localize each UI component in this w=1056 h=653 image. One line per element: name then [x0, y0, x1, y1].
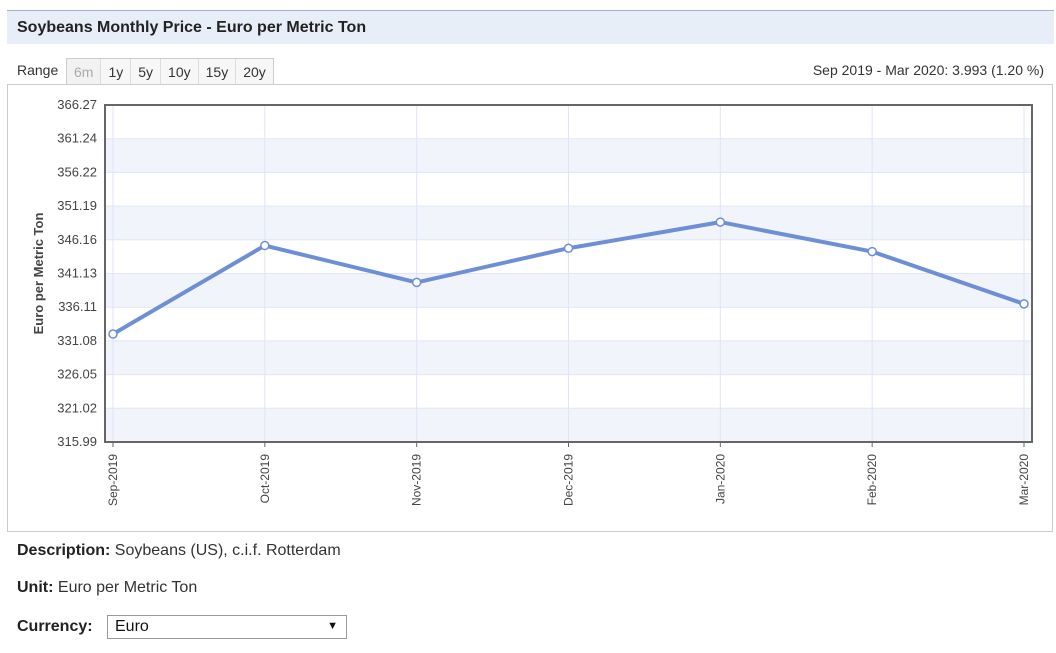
range-button-20y[interactable]: 20y: [236, 59, 273, 85]
currency-label: Currency:: [17, 618, 93, 635]
x-tick-label: Jan-2020: [713, 454, 727, 504]
range-button-6m: 6m: [67, 59, 102, 85]
range-button-1y[interactable]: 1y: [101, 59, 132, 85]
data-point: [563, 243, 574, 253]
unit-label: Unit:: [17, 579, 54, 596]
x-tick-label: Mar-2020: [1017, 454, 1031, 506]
range-button-15y[interactable]: 15y: [198, 59, 237, 85]
line-chart: 366.27 361.24 356.22 351.19 346.16 341.13 336.…: [31, 97, 1033, 506]
range-buttons: 6m 1y 5y 10y 15y 20y: [66, 58, 274, 85]
currency-selected-value: Euro: [115, 618, 149, 635]
description-row: Description: Soybeans (US), c.i.f. Rotte…: [17, 542, 341, 560]
currency-select[interactable]: Euro ▼: [107, 615, 347, 639]
description-value: Soybeans (US), c.i.f. Rotterdam: [114, 542, 341, 559]
x-tick-label: Dec-2019: [562, 454, 576, 506]
page-title: Soybeans Monthly Price - Euro per Metric…: [17, 19, 367, 36]
x-tick-label: Sep-2019: [106, 454, 120, 506]
y-tick-label: 356.22: [57, 164, 97, 179]
change-summary: Sep 2019 - Mar 2020: 3.993 (1.20 %): [812, 62, 1044, 78]
y-tick-label: 326.05: [57, 367, 97, 382]
unit-value: Euro per Metric Ton: [57, 579, 198, 596]
data-point: [715, 217, 726, 227]
dropdown-arrow-icon: ▼: [327, 620, 338, 632]
y-tick-label: 331.08: [57, 333, 97, 348]
currency-row: Currency:: [17, 618, 93, 636]
data-point: [108, 329, 118, 339]
y-tick-label: 346.16: [57, 232, 97, 247]
y-tick-label: 361.24: [57, 131, 97, 146]
unit-row: Unit: Euro per Metric Ton: [17, 579, 197, 597]
y-tick-label: 341.13: [57, 266, 97, 281]
chart-container: 366.27 361.24 356.22 351.19 346.16 341.13 336.…: [7, 84, 1053, 532]
title-bar: Soybeans Monthly Price - Euro per Metric…: [7, 10, 1054, 44]
range-label: Range: [17, 62, 59, 78]
range-button-10y[interactable]: 10y: [161, 59, 199, 85]
y-tick-label: 351.19: [57, 198, 97, 213]
y-tick-label: 321.02: [57, 400, 97, 415]
y-tick-label: 366.27: [57, 97, 97, 112]
data-point: [411, 277, 422, 288]
y-tick-label: 315.99: [57, 434, 97, 449]
data-point: [260, 240, 270, 251]
data-point: [1019, 299, 1029, 309]
x-tick-label: Nov-2019: [410, 454, 424, 506]
description-label: Description:: [17, 542, 111, 559]
y-tick-label: 336.11: [58, 299, 97, 314]
y-axis-label: Euro per Metric Ton: [31, 213, 46, 335]
x-tick-label: Oct-2019: [258, 454, 272, 504]
x-tick-label: Feb-2020: [865, 454, 879, 506]
data-point: [867, 246, 877, 257]
range-button-5y[interactable]: 5y: [131, 59, 162, 85]
plot-frame: [104, 104, 1033, 443]
